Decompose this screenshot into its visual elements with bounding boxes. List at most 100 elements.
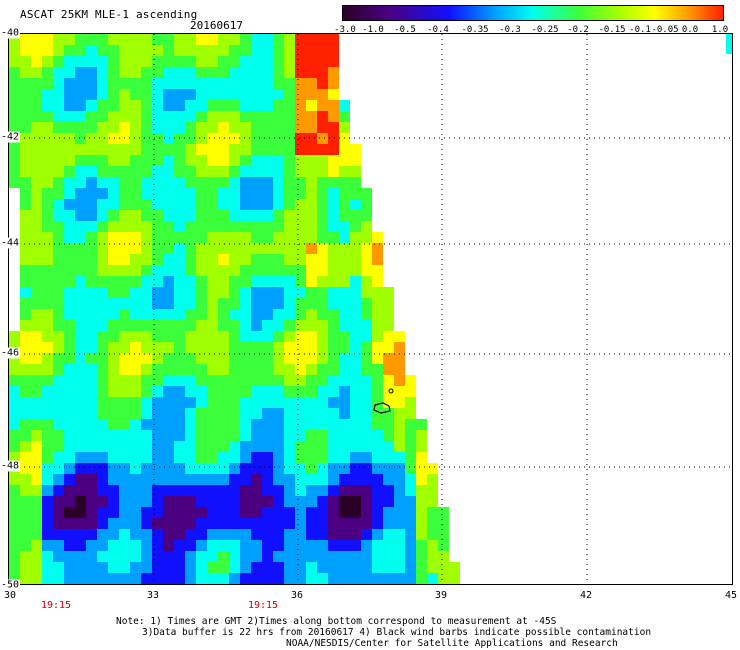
wind-cell [372, 265, 383, 276]
wind-cell [185, 155, 196, 166]
wind-cell [141, 243, 152, 254]
wind-cell [130, 56, 141, 67]
wind-cell [64, 155, 75, 166]
wind-cell [251, 155, 262, 166]
wind-cell [9, 507, 20, 518]
wind-cell [328, 34, 339, 45]
wind-cell [262, 144, 273, 155]
wind-cell [141, 463, 152, 474]
wind-cell [119, 78, 130, 89]
island-outline [388, 388, 394, 394]
wind-cell [53, 122, 64, 133]
wind-cell [218, 166, 229, 177]
wind-cell [262, 243, 273, 254]
wind-cell [207, 166, 218, 177]
wind-cell [229, 309, 240, 320]
wind-cell [86, 540, 97, 551]
wind-cell [295, 408, 306, 419]
wind-cell [317, 188, 328, 199]
wind-cell [361, 221, 372, 232]
wind-cell [295, 177, 306, 188]
wind-cell [53, 56, 64, 67]
wind-cell [196, 232, 207, 243]
wind-cell [284, 276, 295, 287]
wind-cell [361, 463, 372, 474]
wind-cell [75, 430, 86, 441]
footnote-line: 3)Data buffer is 22 hrs from 20160617 4)… [142, 627, 652, 638]
wind-cell [229, 155, 240, 166]
wind-cell [97, 34, 108, 45]
wind-cell [339, 430, 350, 441]
wind-cell [174, 265, 185, 276]
wind-cell [97, 496, 108, 507]
wind-cell [416, 529, 427, 540]
wind-cell [108, 45, 119, 56]
wind-cell [185, 562, 196, 573]
wind-cell [218, 364, 229, 375]
wind-cell [130, 111, 141, 122]
wind-cell [218, 122, 229, 133]
wind-cell [108, 221, 119, 232]
wind-cell [218, 496, 229, 507]
wind-cell [174, 320, 185, 331]
wind-cell [42, 155, 53, 166]
wind-cell [86, 375, 97, 386]
wind-cell [20, 331, 31, 342]
wind-cell [416, 441, 427, 452]
wind-cell [20, 210, 31, 221]
wind-cell [75, 507, 86, 518]
wind-cell [207, 276, 218, 287]
wind-cell [372, 386, 383, 397]
wind-cell [207, 221, 218, 232]
wind-cell [361, 474, 372, 485]
wind-cell [273, 485, 284, 496]
wind-cell [86, 397, 97, 408]
wind-cell [328, 463, 339, 474]
wind-cell [218, 397, 229, 408]
wind-cell [196, 463, 207, 474]
wind-cell [86, 254, 97, 265]
wind-cell [317, 122, 328, 133]
wind-cell [42, 375, 53, 386]
wind-cell [240, 342, 251, 353]
wind-cell [53, 243, 64, 254]
wind-cell [119, 430, 130, 441]
wind-cell [31, 166, 42, 177]
wind-cell [108, 441, 119, 452]
wind-cell [372, 496, 383, 507]
wind-cell [42, 518, 53, 529]
wind-cell [174, 298, 185, 309]
wind-cell [141, 320, 152, 331]
wind-field-map [9, 34, 732, 584]
wind-cell [328, 67, 339, 78]
wind-cell [328, 254, 339, 265]
wind-cell [229, 56, 240, 67]
wind-cell [372, 540, 383, 551]
wind-cell [119, 320, 130, 331]
wind-cell [185, 89, 196, 100]
wind-cell [240, 100, 251, 111]
wind-cell [273, 89, 284, 100]
wind-cell [42, 562, 53, 573]
wind-cell [163, 529, 174, 540]
wind-cell [185, 364, 196, 375]
wind-cell [75, 397, 86, 408]
wind-cell [229, 67, 240, 78]
wind-cell [339, 386, 350, 397]
wind-cell [163, 562, 174, 573]
wind-cell [317, 551, 328, 562]
wind-cell [207, 562, 218, 573]
wind-cell [394, 375, 405, 386]
wind-cell [306, 56, 317, 67]
wind-cell [273, 265, 284, 276]
wind-cell [119, 34, 130, 45]
colorbar-label: 1.0 [711, 25, 729, 35]
wind-cell [317, 397, 328, 408]
wind-cell [163, 199, 174, 210]
wind-cell [295, 518, 306, 529]
wind-cell [185, 353, 196, 364]
wind-cell [240, 496, 251, 507]
wind-cell [185, 441, 196, 452]
wind-cell [262, 210, 273, 221]
wind-cell [130, 78, 141, 89]
